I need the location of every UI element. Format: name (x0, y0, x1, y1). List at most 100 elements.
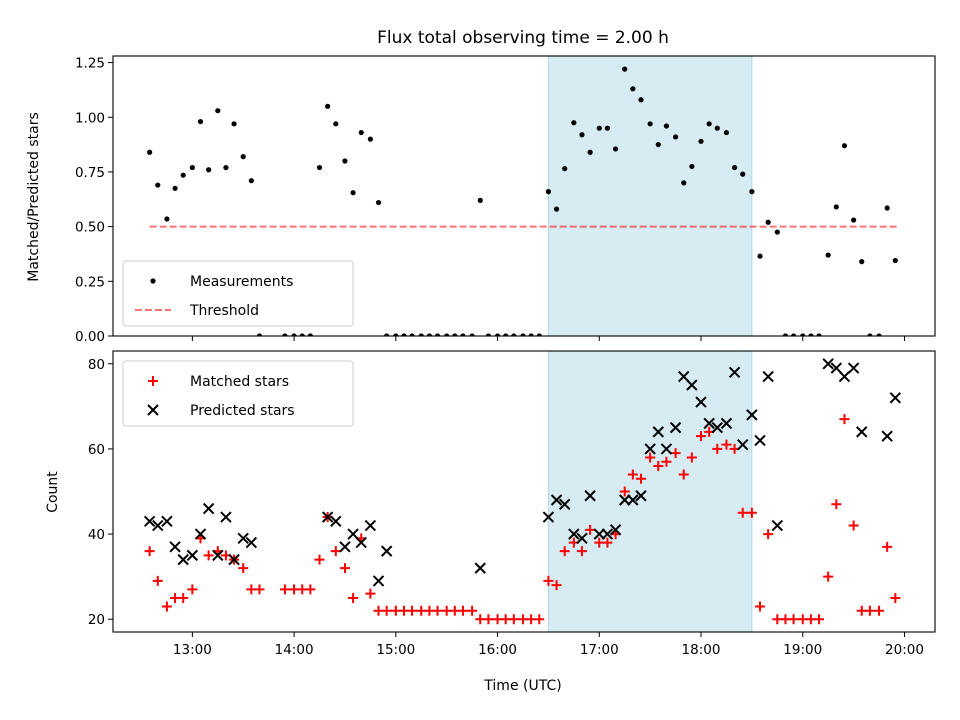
measurement-point (672, 134, 679, 140)
matched-point (712, 443, 723, 454)
legend-label: Measurements (190, 274, 293, 290)
predicted-point (746, 409, 758, 421)
measurement-point (612, 146, 619, 152)
bottom-ytick-label: 60 (88, 442, 105, 458)
measurement-point (511, 333, 517, 336)
predicted-point (220, 511, 232, 523)
matched-point (814, 614, 825, 625)
predicted-point (593, 528, 605, 540)
bottom-ylabel: Count (45, 471, 61, 513)
measurement-point (333, 121, 339, 127)
measurement-point (765, 219, 771, 225)
measurement-point (291, 333, 297, 336)
matched-point (721, 439, 732, 450)
measurement-point (401, 333, 407, 336)
predicted-point (856, 426, 868, 438)
measurement-point (698, 138, 704, 144)
predicted-point (822, 358, 834, 370)
matched-point (178, 592, 189, 603)
matched-point (238, 563, 249, 574)
top-highlight-span (547, 55, 753, 337)
measurement-point (790, 333, 797, 336)
bottom-ytick-label: 20 (88, 612, 105, 628)
measurement-point (469, 333, 475, 336)
measurement-point (884, 205, 890, 211)
measurement-point (562, 166, 568, 172)
predicted-point (889, 392, 902, 404)
measurement-point (553, 206, 560, 212)
matched-point (746, 507, 757, 518)
matched-point (755, 601, 766, 612)
matched-point (661, 456, 672, 467)
measurement-point (444, 333, 450, 336)
predicted-point (669, 421, 682, 434)
measurement-point (393, 333, 399, 336)
measurement-point (180, 172, 186, 178)
measurement-point (197, 119, 204, 125)
measurement-point (663, 123, 670, 129)
matched-point (381, 605, 392, 616)
predicted-point (169, 541, 181, 553)
predicted-point (177, 553, 189, 566)
legend-measurements-marker (150, 278, 156, 284)
predicted-point (619, 494, 631, 506)
predicted-point (711, 421, 723, 434)
measurement-point (647, 121, 653, 127)
matched-point (619, 486, 630, 497)
bottom-xtick-label: 17:00 (580, 642, 619, 658)
matched-point (678, 469, 689, 480)
measurement-point (282, 333, 288, 336)
matched-point (890, 592, 901, 603)
measurement-point (223, 164, 229, 171)
legend-label: Matched stars (190, 374, 289, 390)
top-ylabel: Matched/Predicted stars (26, 112, 42, 282)
predicted-point (330, 515, 342, 528)
bottom-highlight-span (547, 350, 753, 633)
measurement-point (485, 333, 491, 336)
measurement-point (851, 217, 857, 223)
top-ytick-label: 0.25 (75, 274, 105, 290)
matched-point (551, 580, 562, 591)
measurement-point (536, 333, 542, 336)
matched-point (254, 584, 265, 595)
top-ytick-label: 0.75 (75, 165, 105, 181)
bottom-xtick-label: 19:00 (783, 642, 822, 658)
predicted-point (364, 519, 377, 532)
measurement-point (571, 120, 577, 126)
measurement-point (316, 164, 323, 171)
measurement-point (248, 178, 254, 184)
measurement-point (714, 125, 720, 131)
predicted-point (660, 443, 673, 455)
matched-point (407, 605, 418, 616)
measurement-point (189, 164, 195, 171)
measurement-point (630, 86, 636, 92)
matched-point (330, 546, 341, 557)
legend-label: Threshold (189, 303, 259, 319)
predicted-point (152, 519, 164, 532)
predicted-point (355, 536, 367, 549)
measurement-point (587, 149, 593, 155)
measurement-point (418, 333, 424, 336)
predicted-point (245, 536, 258, 549)
top-axes-frame (112, 55, 936, 337)
top-ytick-label: 1.25 (75, 56, 105, 72)
bottom-xtick-label: 16:00 (478, 642, 517, 658)
matched-point (348, 592, 359, 603)
measurement-point (825, 252, 831, 258)
measurement-point (384, 333, 390, 336)
measurement-point (638, 97, 644, 103)
predicted-point (372, 575, 385, 587)
matched-point (508, 614, 519, 625)
measurement-point (426, 333, 432, 336)
top-legend: Measurements Threshold (122, 260, 354, 327)
predicted-point (754, 434, 766, 447)
measurement-point (342, 158, 348, 164)
measurement-point (231, 121, 237, 127)
measurement-point (172, 185, 178, 191)
measurement-point (604, 125, 611, 131)
bottom-xtick-label: 20:00 (885, 642, 924, 658)
measurement-point (358, 129, 364, 136)
predicted-point (644, 443, 656, 455)
predicted-point (627, 494, 639, 506)
